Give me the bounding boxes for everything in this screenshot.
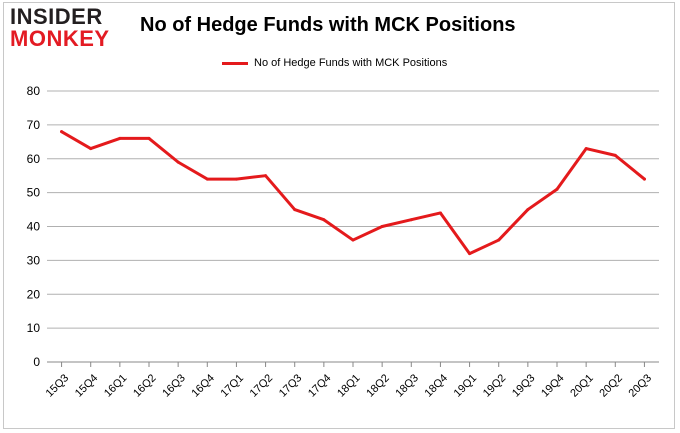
data-point-16Q4 <box>205 177 209 181</box>
data-point-20Q1 <box>584 147 588 151</box>
logo-line-1: INSIDER <box>10 4 103 29</box>
x-tick-label: 17Q2 <box>248 372 276 400</box>
data-point-17Q4 <box>322 218 326 222</box>
data-point-15Q3 <box>60 130 64 134</box>
chart-legend: No of Hedge Funds with MCK Positions <box>222 54 447 72</box>
x-tick-label: 19Q4 <box>539 372 567 400</box>
x-tick-label: 20Q2 <box>597 372 625 400</box>
data-point-19Q1 <box>468 252 472 256</box>
data-point-18Q1 <box>351 238 355 242</box>
x-tick-label: 16Q1 <box>102 372 130 400</box>
data-point-16Q3 <box>176 160 180 164</box>
data-point-19Q3 <box>526 208 530 212</box>
x-tick-label: 16Q3 <box>160 372 188 400</box>
x-tick-label: 19Q1 <box>452 372 480 400</box>
data-point-20Q2 <box>613 153 617 157</box>
x-tick-label: 19Q2 <box>481 372 509 400</box>
legend-swatch <box>222 61 248 65</box>
y-tick-label: 80 <box>27 84 41 98</box>
x-tick-label: 19Q3 <box>510 372 538 400</box>
data-point-17Q1 <box>234 177 238 181</box>
x-tick-label: 20Q3 <box>627 372 655 400</box>
y-tick-label: 60 <box>27 152 41 166</box>
x-tick-label: 18Q1 <box>335 372 363 400</box>
x-tick-label: 15Q4 <box>73 372 101 400</box>
data-point-18Q3 <box>409 218 413 222</box>
legend-label: No of Hedge Funds with MCK Positions <box>254 57 448 69</box>
y-tick-label: 70 <box>27 118 41 132</box>
y-tick-label: 0 <box>33 355 40 369</box>
data-point-18Q4 <box>438 211 442 215</box>
chart-frame <box>3 2 675 429</box>
y-tick-label: 10 <box>27 321 41 335</box>
data-point-18Q2 <box>380 225 384 228</box>
x-tick-label: 18Q3 <box>393 372 421 400</box>
x-tick-label: 17Q1 <box>219 372 247 400</box>
x-tick-label: 16Q2 <box>131 372 159 400</box>
data-point-17Q2 <box>264 174 268 178</box>
chart-title: No of Hedge Funds with MCK Positions <box>140 14 516 36</box>
y-tick-label: 20 <box>27 287 41 301</box>
x-tick-label: 17Q4 <box>306 372 334 400</box>
data-point-16Q2 <box>147 136 151 140</box>
x-tick-label: 18Q2 <box>364 372 392 400</box>
x-tick-label: 17Q3 <box>277 372 305 400</box>
data-point-19Q2 <box>497 238 501 242</box>
x-tick-label: 20Q1 <box>568 372 596 400</box>
data-point-20Q3 <box>642 177 646 181</box>
y-tick-label: 50 <box>27 186 41 200</box>
y-tick-label: 30 <box>27 253 41 267</box>
data-point-16Q1 <box>118 136 122 140</box>
data-point-15Q4 <box>89 147 93 151</box>
x-tick-label: 18Q4 <box>423 372 451 400</box>
x-tick-label: 15Q3 <box>44 372 72 400</box>
logo-line-2: MONKEY <box>10 26 110 51</box>
data-point-17Q3 <box>293 208 297 212</box>
data-point-19Q4 <box>555 187 559 191</box>
insider-monkey-logo: INSIDER MONKEY <box>10 6 128 54</box>
y-tick-label: 40 <box>27 220 41 234</box>
x-tick-label: 16Q4 <box>189 372 217 400</box>
